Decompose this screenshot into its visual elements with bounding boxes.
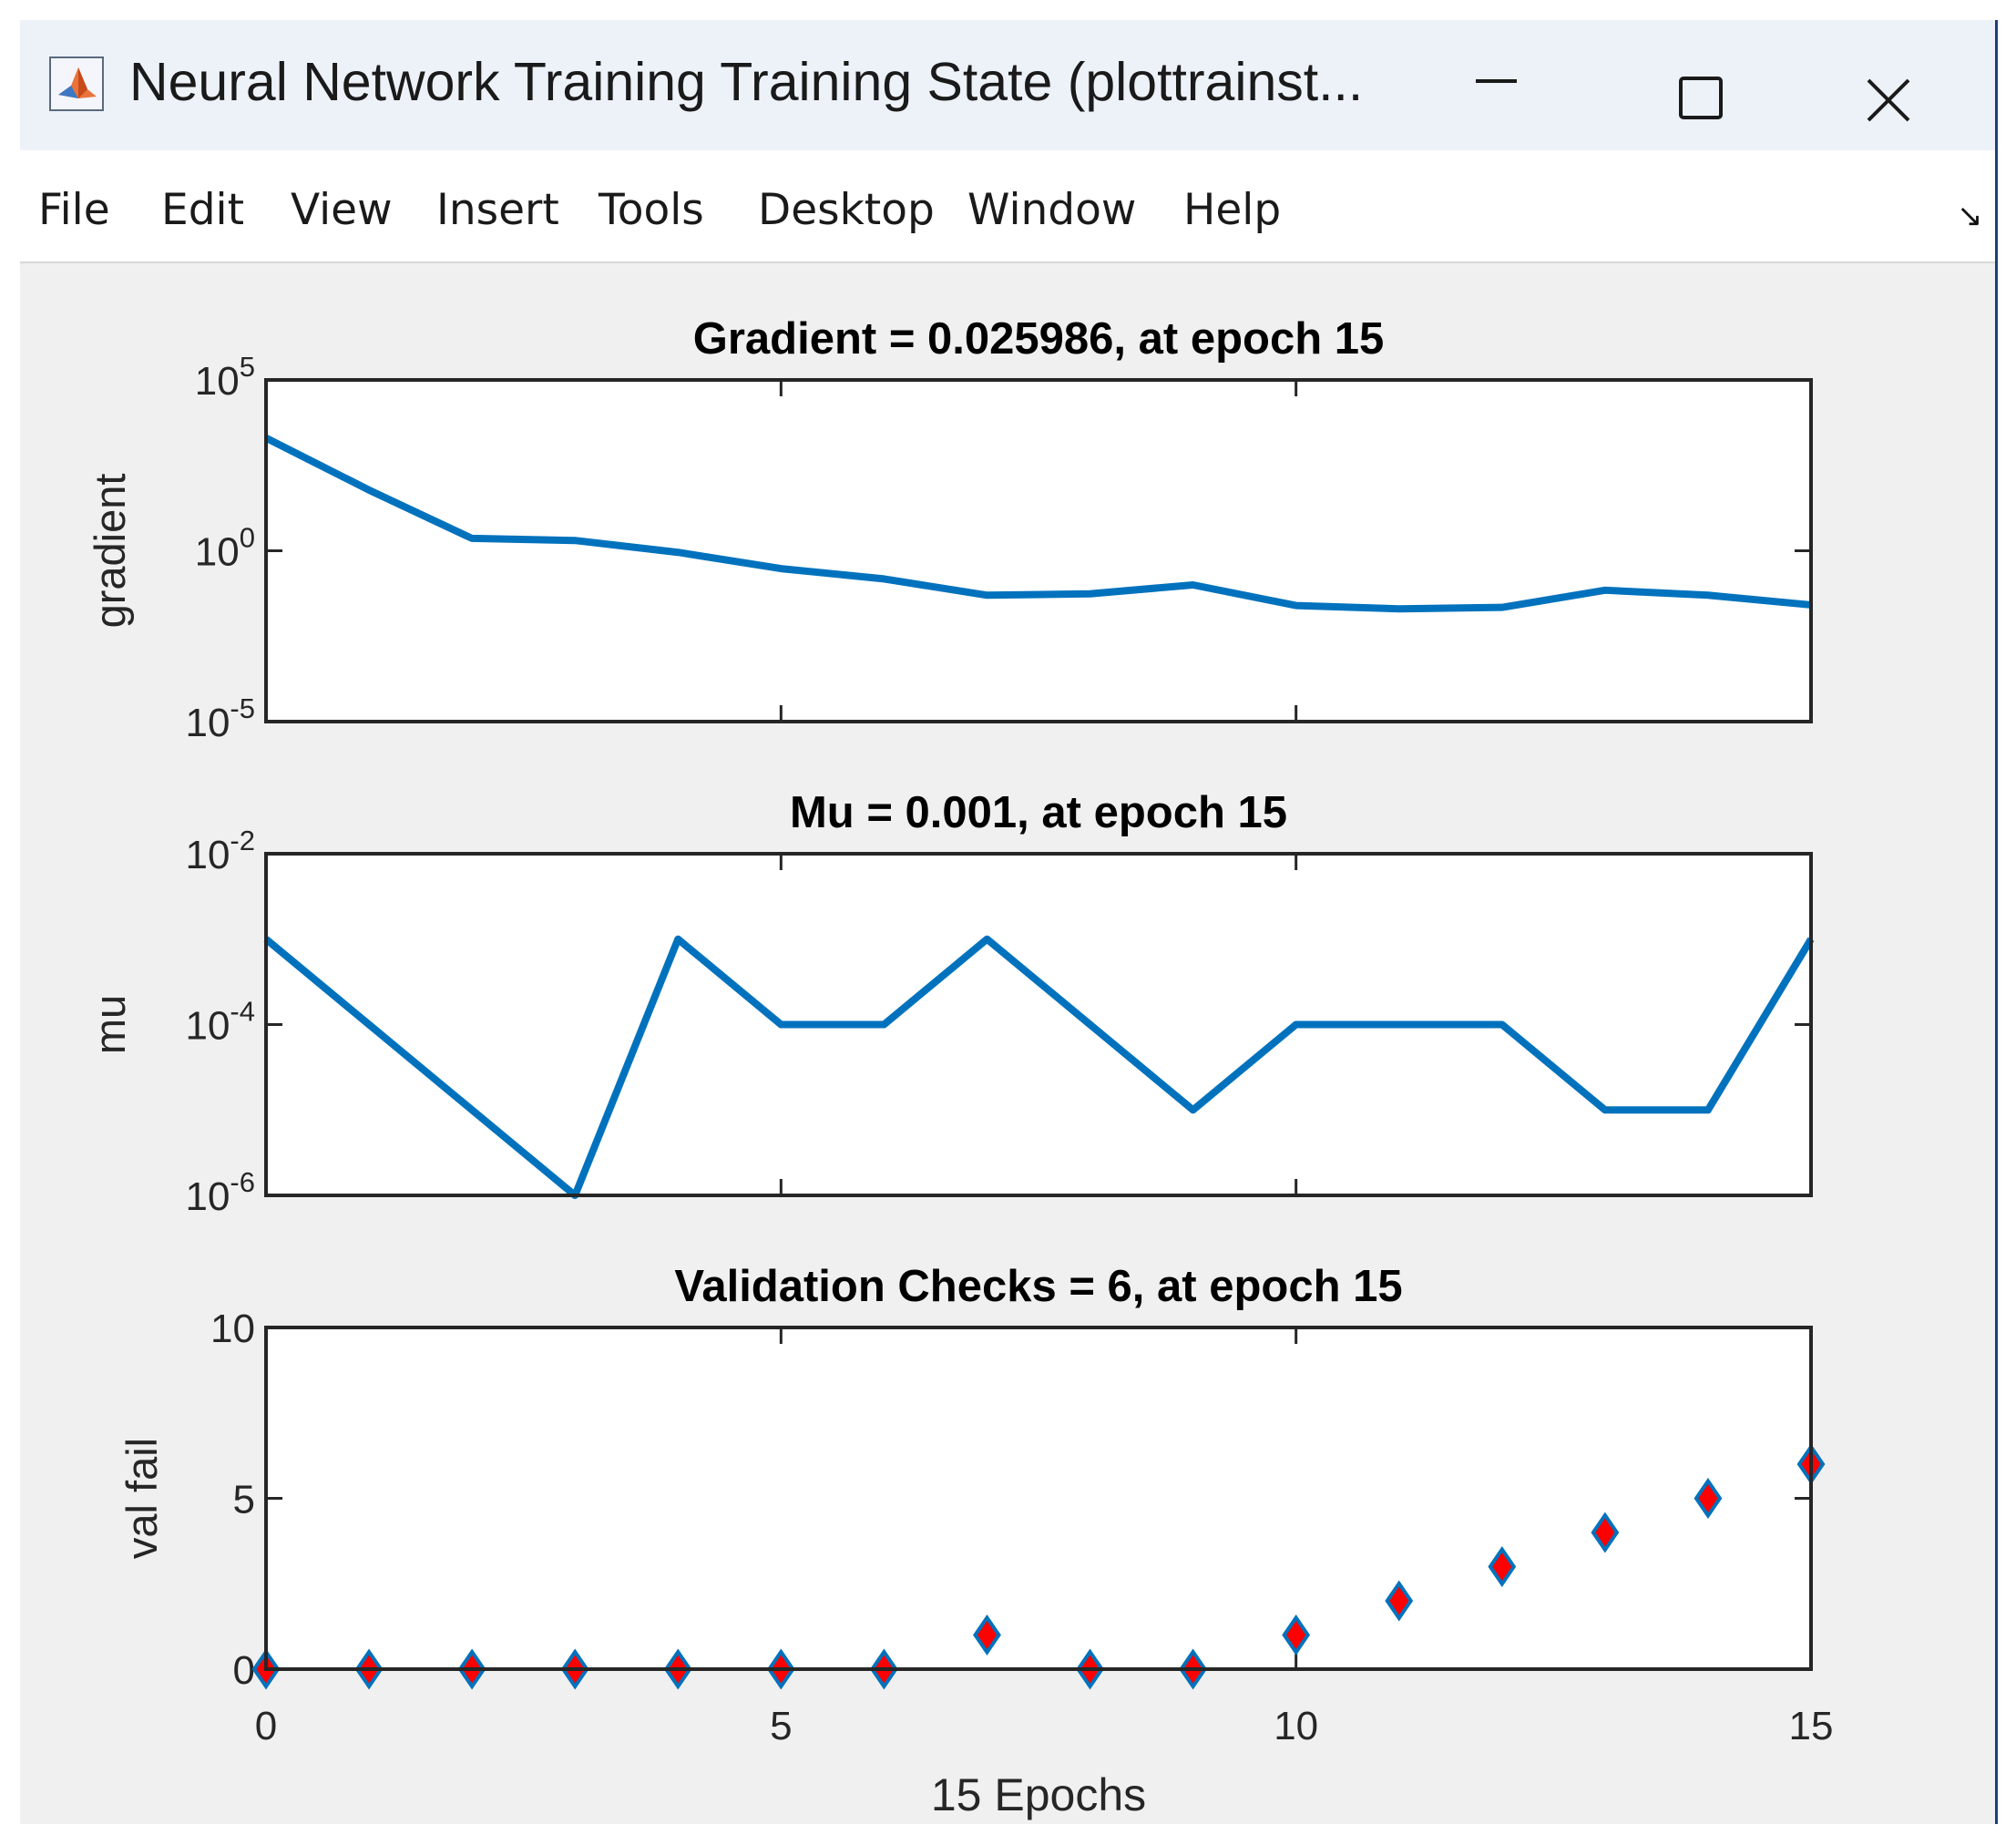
subplot-3: Validation Checks = 6, at epoch 15 val fa… xyxy=(118,1262,1833,1820)
minimize-button[interactable] xyxy=(1405,20,1587,150)
y-axis-label: val fail xyxy=(118,1438,166,1559)
close-icon xyxy=(1867,78,1910,122)
axes-background xyxy=(266,1327,1811,1669)
close-button[interactable] xyxy=(1811,20,1993,150)
data-point-marker xyxy=(973,1614,1001,1656)
subplot-1: Gradient = 0.025986, at epoch 15 gradient… xyxy=(86,314,1813,745)
menu-edit[interactable]: Edit xyxy=(161,185,245,235)
menu-tools[interactable]: Tools xyxy=(599,185,704,235)
menu-window[interactable]: Window xyxy=(967,185,1137,235)
data-point-marker xyxy=(1385,1580,1414,1622)
menu-desktop[interactable]: Desktop xyxy=(758,185,935,235)
y-tick-label: 10-2 xyxy=(185,825,255,877)
figure-window: Neural Network Training Training State (… xyxy=(20,20,1998,1824)
series-line xyxy=(263,935,1815,1199)
axes-background xyxy=(266,380,1811,722)
title-bar[interactable]: Neural Network Training Training State (… xyxy=(20,20,1995,150)
y-tick-label: 100 xyxy=(195,522,255,575)
y-axis-label: mu xyxy=(86,995,134,1054)
data-point-marker xyxy=(1591,1512,1620,1553)
x-tick-label: 10 xyxy=(1274,1704,1318,1748)
maximize-button[interactable] xyxy=(1610,20,1792,150)
y-tick-label: 10-5 xyxy=(185,692,255,745)
menu-file[interactable]: File xyxy=(38,185,110,235)
window-title: Neural Network Training Training State (… xyxy=(129,52,1364,112)
y-axis-label: gradient xyxy=(86,474,134,629)
axes-frame xyxy=(264,852,1813,1197)
x-tick-label: 0 xyxy=(255,1704,277,1748)
menu-insert[interactable]: Insert xyxy=(436,185,559,235)
y-tick-label: 0 xyxy=(233,1648,255,1693)
menu-help[interactable]: Help xyxy=(1183,185,1282,235)
y-tick-label: 10 xyxy=(210,1307,255,1351)
subplot-2: Mu = 0.001, at epoch 15 mu 10-2 10-4 10-6 xyxy=(86,788,1815,1219)
data-point-marker xyxy=(1488,1545,1517,1588)
matlab-figure-icon xyxy=(49,56,104,111)
x-tick-label: 5 xyxy=(770,1704,792,1748)
y-tick-label: 10-6 xyxy=(185,1166,255,1219)
dock-arrow-icon[interactable]: ↘ xyxy=(1957,199,1983,233)
data-point-marker xyxy=(1694,1477,1723,1520)
figure-canvas: Gradient = 0.025986, at epoch 15 gradient… xyxy=(86,314,1833,1820)
series-line xyxy=(264,435,1812,613)
y-tick-label: 5 xyxy=(233,1478,255,1522)
maximize-icon xyxy=(1679,77,1723,119)
subplot-title: Validation Checks = 6, at epoch 15 xyxy=(674,1262,1402,1311)
subplot-title: Gradient = 0.025986, at epoch 15 xyxy=(693,314,1385,364)
x-axis-label: 15 Epochs xyxy=(931,1769,1146,1820)
y-tick-label: 10-4 xyxy=(185,996,255,1049)
axes-frame xyxy=(264,378,1813,723)
menu-bar: File Edit View Insert Tools Desktop Wind… xyxy=(20,150,1995,263)
x-tick-label: 15 xyxy=(1789,1704,1834,1748)
axes-background xyxy=(266,854,1811,1195)
subplot-title: Mu = 0.001, at epoch 15 xyxy=(790,788,1287,837)
menu-view[interactable]: View xyxy=(291,185,393,235)
minimize-icon xyxy=(1476,79,1517,83)
y-tick-label: 105 xyxy=(195,351,255,404)
data-point-marker xyxy=(1282,1614,1311,1656)
axes-frame xyxy=(264,1326,1813,1671)
